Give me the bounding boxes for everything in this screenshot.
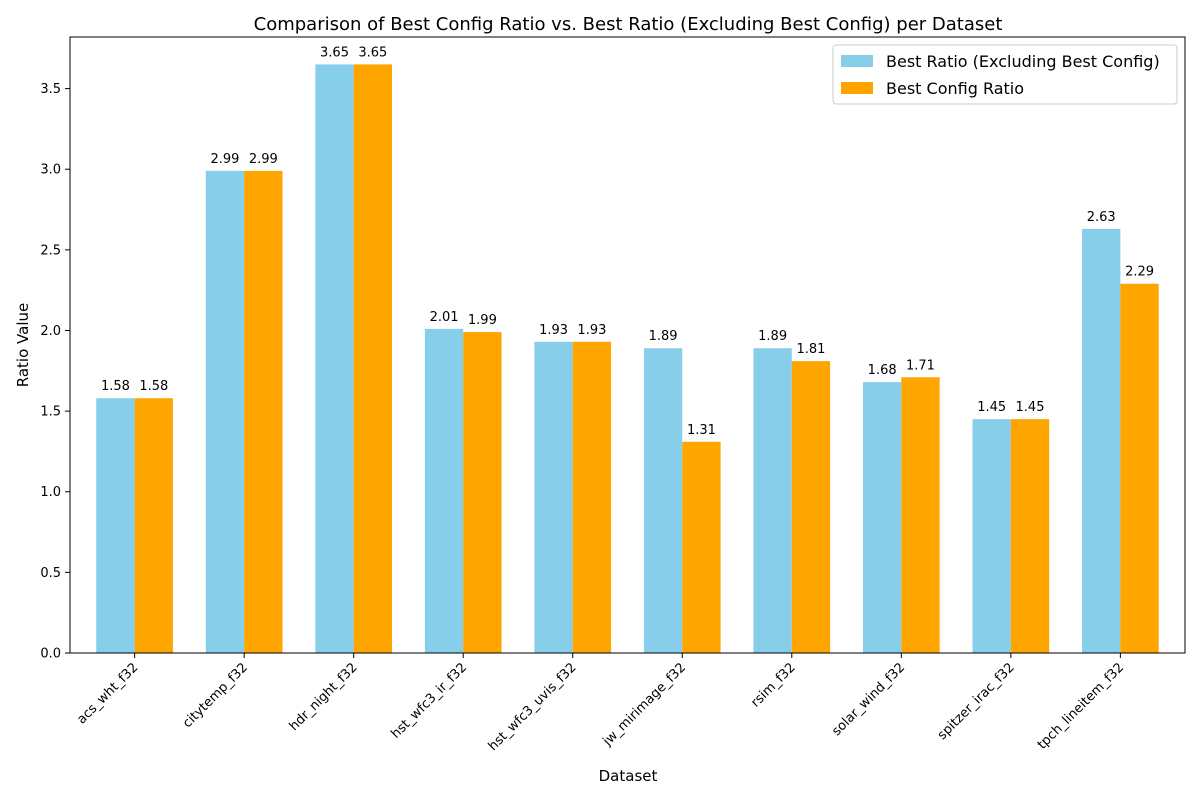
bar-series-1-hst_wfc3_ir_f32	[424, 328, 464, 653]
data-label-series-1-hst_wfc3_uvis_f32: 1.93	[539, 323, 568, 338]
legend-entry-series-1: Best Ratio (Excluding Best Config)	[886, 52, 1160, 71]
data-label-series-2-acs_wht_f32: 1.58	[139, 379, 168, 394]
x-tick-label: jw_mirimage_f32	[600, 660, 689, 749]
x-tick-label: hdr_night_f32	[287, 660, 361, 734]
x-tick-label: citytemp_f32	[180, 660, 251, 731]
legend: Best Ratio (Excluding Best Config) Best …	[832, 44, 1178, 105]
y-tick-label: 2.5	[40, 243, 61, 258]
bar-series-2-tpch_lineitem_f32	[1120, 283, 1159, 653]
x-tick-label: spitzer_irac_f32	[935, 660, 1018, 743]
x-tick-label: solar_wind_f32	[829, 660, 908, 739]
x-tick-label: hst_wfc3_uvis_f32	[486, 660, 580, 754]
x-tick-label: rsim_f32	[748, 660, 798, 710]
data-label-series-2-solar_wind_f32: 1.71	[906, 358, 935, 373]
x-axis: acs_wht_f32 citytemp_f32 hdr_night_f32 hst_…	[74, 653, 1127, 754]
bar-series-2-acs_wht_f32	[134, 398, 173, 653]
y-tick-label: 2.0	[40, 324, 61, 339]
data-label-series-1-solar_wind_f32: 1.68	[868, 363, 897, 378]
bar-series-1-hst_wfc3_uvis_f32	[534, 341, 573, 653]
bars-group	[96, 64, 1159, 653]
data-label-series-1-hdr_night_f32: 3.65	[320, 45, 349, 60]
data-label-series-2-hst_wfc3_ir_f32: 1.99	[468, 313, 497, 328]
x-tick-label: acs_wht_f32	[74, 660, 141, 727]
bar-series-1-rsim_f32	[753, 348, 792, 653]
bar-series-2-hdr_night_f32	[353, 64, 393, 653]
data-label-series-2-hst_wfc3_uvis_f32: 1.93	[577, 323, 606, 338]
data-label-series-2-jw_mirimage_f32: 1.31	[687, 423, 716, 438]
bar-series-2-citytemp_f32	[244, 170, 283, 653]
y-axis-label: Ratio Value	[14, 303, 32, 387]
x-tick-label: tpch_lineitem_f32	[1035, 660, 1127, 752]
x-tick-label: hst_wfc3_ir_f32	[388, 660, 470, 742]
y-tick-label: 1.0	[40, 485, 61, 500]
data-label-series-1-jw_mirimage_f32: 1.89	[649, 329, 678, 344]
bar-series-2-jw_mirimage_f32	[682, 441, 721, 653]
data-label-series-2-spitzer_irac_f32: 1.45	[1016, 400, 1045, 415]
data-label-series-2-citytemp_f32: 2.99	[249, 152, 278, 167]
data-label-series-1-acs_wht_f32: 1.58	[101, 379, 130, 394]
data-label-series-1-tpch_lineitem_f32: 2.63	[1087, 210, 1116, 225]
legend-swatch-series-2	[841, 82, 873, 94]
y-tick-label: 0.0	[40, 647, 61, 662]
bar-series-1-tpch_lineitem_f32	[1082, 228, 1121, 653]
bar-series-1-citytemp_f32	[205, 170, 245, 653]
y-axis: 0.0 0.5 1.0 1.5 2.0 2.5 3.0 3.5	[40, 82, 70, 662]
y-tick-label: 1.5	[40, 405, 61, 420]
bar-series-1-jw_mirimage_f32	[643, 348, 683, 653]
bar-series-2-hst_wfc3_ir_f32	[463, 332, 502, 653]
bar-series-1-solar_wind_f32	[862, 382, 902, 653]
data-label-series-1-citytemp_f32: 2.99	[211, 152, 240, 167]
bar-series-2-rsim_f32	[791, 361, 831, 653]
legend-swatch-series-1	[841, 55, 873, 67]
plot-area-frame	[69, 36, 1186, 654]
data-label-series-2-hdr_night_f32: 3.65	[358, 45, 387, 60]
legend-entry-series-2: Best Config Ratio	[886, 79, 1024, 98]
bar-series-2-hst_wfc3_uvis_f32	[572, 341, 612, 653]
legend-frame	[832, 44, 1178, 105]
data-label-series-1-rsim_f32: 1.89	[758, 329, 787, 344]
bar-series-1-acs_wht_f32	[96, 398, 135, 653]
bar-series-1-spitzer_irac_f32	[972, 419, 1011, 653]
data-label-series-2-tpch_lineitem_f32: 2.29	[1125, 265, 1154, 280]
y-tick-label: 3.5	[40, 82, 61, 97]
y-tick-label: 0.5	[40, 566, 61, 581]
y-tick-label: 3.0	[40, 163, 61, 178]
x-axis-label: Dataset	[599, 767, 658, 785]
bar-series-2-solar_wind_f32	[901, 377, 940, 653]
data-label-series-1-spitzer_irac_f32: 1.45	[977, 400, 1006, 415]
chart-title: Comparison of Best Config Ratio vs. Best…	[254, 14, 1003, 35]
data-label-series-1-hst_wfc3_ir_f32: 2.01	[430, 310, 459, 325]
data-labels-group: 1.58 2.99 3.65 2.01 1.93 1.89 1.89 1.68 1.45 2.63…	[101, 45, 1154, 437]
bar-series-1-hdr_night_f32	[315, 64, 354, 653]
data-label-series-2-rsim_f32: 1.81	[796, 342, 825, 357]
bar-series-2-spitzer_irac_f32	[1010, 419, 1050, 653]
